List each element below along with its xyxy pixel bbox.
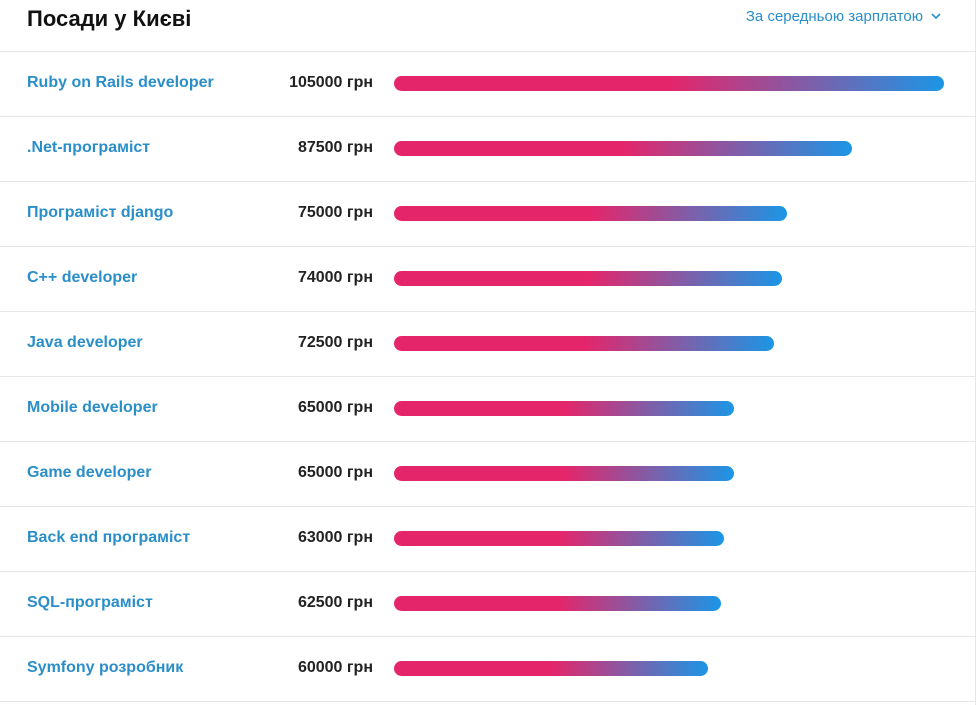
category-label-link[interactable]: Back end програміст	[27, 529, 191, 546]
sort-dropdown-label: За середньою зарплатою	[745, 8, 923, 25]
bar	[394, 206, 787, 221]
category-label-link[interactable]: Mobile developer	[27, 399, 158, 416]
chart-row: Back end програміст 63000 грн	[0, 507, 975, 572]
bar	[394, 141, 852, 156]
bar	[394, 76, 944, 91]
chart-row: Game developer 65000 грн	[0, 442, 975, 507]
value-label: 72500 грн	[297, 334, 373, 351]
panel-header: Посади у Києві За середньою зарплатою	[0, 0, 975, 52]
category-label-link[interactable]: .Net-програміст	[27, 139, 151, 156]
category-label-link[interactable]: C++ developer	[27, 269, 138, 286]
value-label: 62500 грн	[297, 594, 373, 611]
chart-row: SQL-програміст 62500 грн	[0, 572, 975, 637]
category-label-link[interactable]: SQL-програміст	[27, 594, 153, 611]
salary-bar-chart: Ruby on Rails developer 105000 грн .Net-пр…	[0, 52, 975, 702]
bar	[394, 336, 774, 351]
chart-row: .Net-програміст 87500 грн	[0, 117, 975, 182]
value-label: 65000 грн	[297, 464, 373, 481]
value-label: 60000 грн	[297, 659, 373, 676]
chart-row: Java developer 72500 грн	[0, 312, 975, 377]
value-label: 74000 грн	[297, 269, 373, 286]
chart-row: Ruby on Rails developer 105000 грн	[0, 52, 975, 117]
value-label: 75000 грн	[297, 204, 373, 221]
category-label-link[interactable]: Symfony розробник	[27, 659, 184, 676]
chart-row: Програміст django 75000 грн	[0, 182, 975, 247]
value-label: 63000 грн	[297, 529, 373, 546]
chart-row: C++ developer 74000 грн	[0, 247, 975, 312]
bar	[394, 466, 734, 481]
chart-row: Mobile developer 65000 грн	[0, 377, 975, 442]
bar	[394, 531, 724, 546]
category-label-link[interactable]: Java developer	[27, 334, 143, 351]
value-label: 65000 грн	[297, 399, 373, 416]
value-label: 87500 грн	[297, 139, 373, 156]
category-label-link[interactable]: Game developer	[27, 464, 152, 481]
category-label-link[interactable]: Програміст django	[27, 204, 174, 221]
bar	[394, 596, 721, 611]
bar	[394, 271, 782, 286]
value-label: 105000 грн	[289, 74, 373, 91]
chevron-down-icon	[931, 13, 941, 20]
bar	[394, 401, 734, 416]
category-label-link[interactable]: Ruby on Rails developer	[27, 74, 214, 91]
chart-row: Symfony розробник 60000 грн	[0, 637, 975, 702]
page-title: Посади у Києві	[27, 6, 192, 31]
bar	[394, 661, 708, 676]
sort-dropdown[interactable]: За середньою зарплатою	[746, 8, 941, 25]
